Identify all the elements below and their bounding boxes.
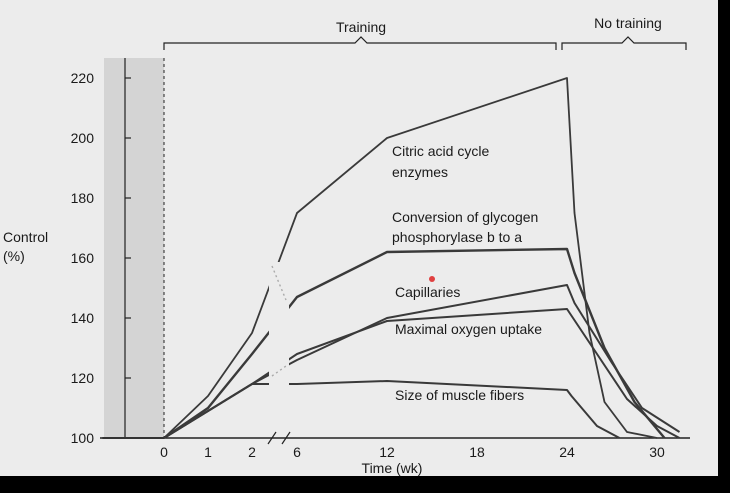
y-axis-title-line1: Control [3,229,48,245]
series-label-3: Capillaries [395,284,460,300]
series-line-1 [163,77,658,439]
series-labels: Citric acid cycle enzymes Conversion of gl… [392,143,542,403]
series-label-1: Citric acid cycle [392,143,489,159]
no-training-bracket-label: No training [594,15,662,31]
y-tick-label: 120 [71,370,95,386]
axes [100,58,690,439]
y-tick-label: 200 [71,130,95,146]
series-label-2: Conversion of glycogen [392,209,538,225]
x-tick-label: 1 [204,444,212,460]
x-axis-break-marks [267,431,291,445]
axis-break-gap [269,262,289,386]
series-lines [102,77,681,439]
x-tick-label: 18 [469,444,485,460]
series-line-5 [163,380,620,439]
x-ticks: 0 1 2 6 12 18 24 30 [160,444,665,460]
y-axis-title-line2: (%) [3,248,25,264]
series-label-1: enzymes [392,164,448,180]
pretraining-shaded-region [104,58,164,438]
x-tick-label: 6 [293,444,301,460]
training-bracket-label: Training [336,19,386,35]
axis-break-dots [271,265,287,377]
y-tick-label: 220 [71,70,95,86]
x-tick-label: 2 [248,444,256,460]
red-marker-dot [429,276,435,282]
y-tick-label: 100 [71,430,95,446]
series-label-2: phosphorylase b to a [392,229,522,245]
x-tick-label: 12 [379,444,395,460]
series-line-4 [163,308,680,439]
training-bracket [163,36,557,50]
axis-break-mark-right [281,431,291,445]
x-tick-label: 0 [160,444,168,460]
axis-break-mark-left [267,431,277,445]
no-training-bracket [561,36,687,50]
x-tick-label: 24 [559,444,575,460]
y-tick-label: 140 [71,310,95,326]
y-tick-label: 160 [71,250,95,266]
x-tick-label: 30 [649,444,665,460]
brackets: Training No training [163,15,687,50]
series-label-4: Maximal oxygen uptake [395,321,542,337]
x-axis-title: Time (wk) [362,460,423,476]
break-dots-upper [271,265,287,301]
series-label-5: Size of muscle fibers [395,387,524,403]
y-tick-label: 180 [71,190,95,206]
series-line-3 [163,284,681,439]
y-ticks: 100 120 140 160 180 200 220 [71,70,131,446]
